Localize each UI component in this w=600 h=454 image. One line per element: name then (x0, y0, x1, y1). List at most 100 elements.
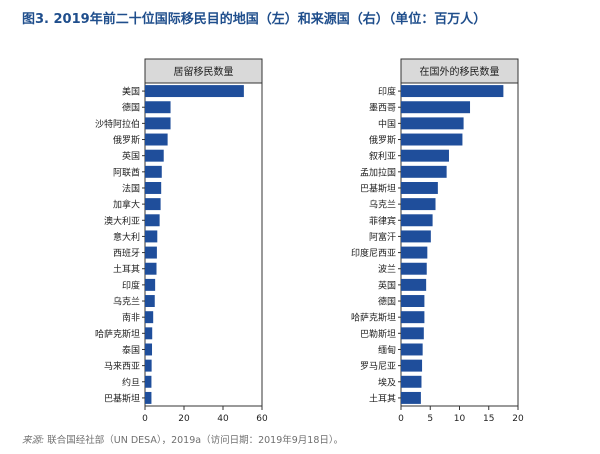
bar-17 (145, 343, 153, 356)
category-label: 叙利亚 (369, 150, 396, 162)
category-label: 德国 (378, 296, 396, 308)
chart-title: 图3. 2019年前二十位国际移民目的地国（左）和来源国（右）（单位：百万人） (22, 12, 487, 27)
category-label: 印度 (378, 86, 396, 98)
bar-3 (145, 117, 171, 130)
plot-frame (400, 82, 519, 407)
bar-1 (145, 85, 244, 98)
category-label: 泰国 (122, 344, 140, 356)
bar-19 (145, 375, 152, 388)
bar-19 (401, 375, 422, 388)
category-label: 澳大利亚 (104, 215, 140, 227)
category-label: 法国 (122, 182, 140, 194)
bar-16 (401, 327, 424, 340)
bar-20 (401, 391, 421, 404)
category-label: 乌克兰 (369, 199, 396, 211)
category-label: 约旦 (122, 376, 140, 388)
category-label: 南非 (122, 312, 140, 324)
category-label: 俄罗斯 (113, 134, 140, 146)
x-tick-label: 15 (483, 414, 494, 424)
category-label: 德国 (122, 102, 140, 114)
category-label: 波兰 (378, 263, 396, 275)
category-label: 乌克兰 (113, 296, 140, 308)
bar-14 (145, 295, 155, 308)
bar-13 (145, 278, 156, 291)
panel-title: 在国外的移民数量 (420, 65, 500, 78)
x-tick-label: 20 (178, 414, 190, 424)
source-note: 来源: 联合国经社部（UN DESA），2019a（访问日期：2019年9月18… (22, 432, 343, 446)
destination-countries-chart: 居留移民数量美国德国沙特阿拉伯俄罗斯英国阿联酋法国加拿大澳大利亚意大利西班牙土耳… (95, 58, 268, 424)
category-label: 英国 (378, 279, 396, 291)
category-label: 缅甸 (378, 344, 396, 356)
category-label: 哈萨克斯坦 (351, 312, 396, 324)
category-label: 加拿大 (113, 199, 140, 211)
category-label: 意大利 (113, 231, 140, 243)
x-tick-label: 40 (217, 414, 229, 424)
category-label: 印度尼西亚 (351, 247, 396, 259)
bar-3 (401, 117, 464, 130)
x-tick-label: 0 (142, 414, 148, 424)
x-tick-label: 20 (512, 414, 524, 424)
category-label: 阿富汗 (369, 231, 396, 243)
bar-4 (401, 133, 463, 146)
category-label: 美国 (122, 86, 140, 98)
x-tick-label: 0 (398, 414, 404, 424)
panel-header (400, 58, 519, 84)
bar-8 (401, 198, 436, 211)
bar-13 (401, 278, 427, 291)
category-label: 墨西哥 (369, 103, 396, 114)
bar-20 (145, 391, 152, 404)
bar-1 (401, 85, 504, 98)
bar-14 (401, 295, 425, 308)
bar-15 (145, 311, 154, 324)
bar-6 (145, 165, 162, 178)
source-text: 联合国经社部（UN DESA），2019a（访问日期：2019年9月18日）。 (47, 435, 344, 446)
bar-11 (145, 246, 157, 259)
category-label: 英国 (122, 150, 140, 162)
bar-2 (145, 101, 171, 114)
bar-15 (401, 311, 425, 324)
category-label: 印度 (122, 279, 140, 291)
category-label: 哈萨克斯坦 (95, 328, 140, 340)
bar-8 (145, 198, 161, 211)
plot-frame (144, 82, 263, 407)
bar-10 (401, 230, 431, 243)
source-label: 来源: (22, 435, 45, 446)
category-label: 土耳其 (113, 263, 140, 275)
category-label: 巴基斯坦 (104, 392, 140, 404)
category-label: 埃及 (378, 376, 396, 388)
bar-18 (401, 359, 423, 372)
bar-7 (145, 181, 162, 194)
category-label: 巴勒斯坦 (360, 328, 396, 340)
bar-10 (145, 230, 158, 243)
category-label: 西班牙 (113, 247, 140, 259)
panel-header (144, 58, 263, 84)
category-label: 罗马尼亚 (360, 361, 396, 372)
panel-title: 居留移民数量 (174, 65, 234, 78)
category-label: 俄罗斯 (369, 134, 396, 146)
bar-11 (401, 246, 428, 259)
bar-12 (401, 262, 427, 275)
bar-4 (145, 133, 168, 146)
category-label: 孟加拉国 (360, 166, 396, 178)
bar-5 (145, 149, 164, 162)
category-label: 阿联酋 (113, 166, 140, 178)
category-label: 菲律宾 (369, 215, 396, 227)
bar-6 (401, 165, 447, 178)
category-label: 马来西亚 (104, 361, 140, 372)
category-label: 中国 (378, 118, 396, 130)
origin-countries-chart: 在国外的移民数量印度墨西哥中国俄罗斯叙利亚孟加拉国巴基斯坦乌克兰菲律宾阿富汗印度… (351, 58, 524, 424)
category-label: 土耳其 (369, 392, 396, 404)
bar-18 (145, 359, 152, 372)
bar-16 (145, 327, 153, 340)
x-tick-label: 5 (427, 414, 433, 424)
bar-2 (401, 101, 471, 114)
bar-5 (401, 149, 449, 162)
bar-9 (401, 214, 433, 227)
bar-17 (401, 343, 423, 356)
bar-9 (145, 214, 160, 227)
x-tick-label: 10 (454, 414, 466, 424)
category-label: 巴基斯坦 (360, 182, 396, 194)
category-label: 沙特阿拉伯 (95, 118, 140, 130)
bar-7 (401, 181, 438, 194)
